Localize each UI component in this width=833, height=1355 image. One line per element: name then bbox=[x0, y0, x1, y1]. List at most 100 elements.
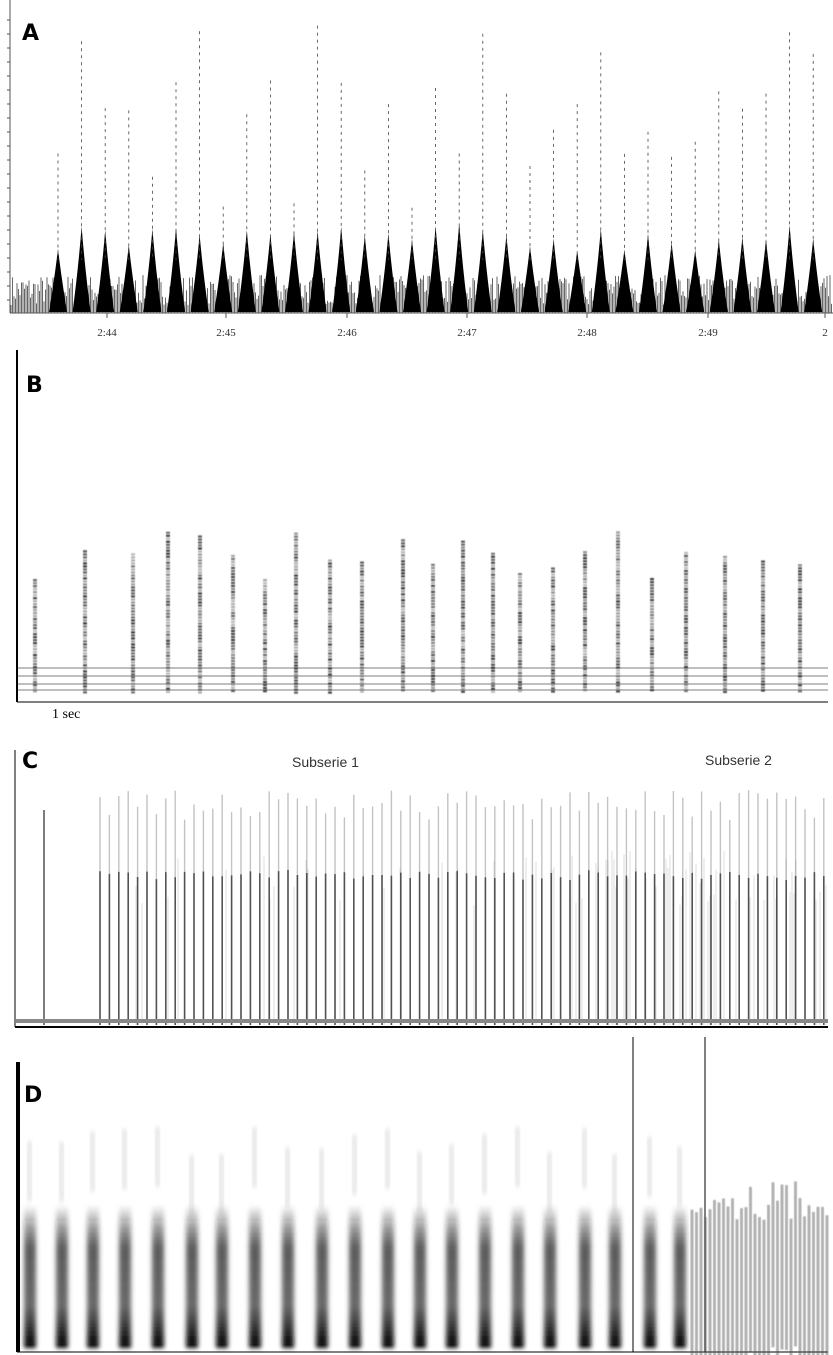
pulse-seg bbox=[294, 610, 298, 613]
pulse-seg bbox=[198, 583, 202, 586]
pulse-seg bbox=[583, 590, 587, 593]
pulse-seg bbox=[616, 678, 620, 681]
scale-label: 1 sec bbox=[52, 707, 80, 722]
pulse-seg bbox=[431, 563, 435, 567]
pulse-seg bbox=[461, 690, 465, 693]
pulse bbox=[690, 1209, 694, 1355]
pulse-seg bbox=[360, 564, 364, 567]
pulse-harmonic bbox=[386, 1128, 389, 1189]
pulse-harmonic bbox=[450, 1144, 453, 1205]
pulse-seg bbox=[166, 582, 170, 585]
pulse-seg bbox=[131, 676, 135, 679]
pulse-seg bbox=[461, 663, 465, 666]
pulse-seg bbox=[616, 651, 620, 654]
pulse-seg bbox=[328, 586, 332, 589]
pulse-seg bbox=[431, 683, 435, 687]
pulse-seg bbox=[491, 666, 495, 669]
pulse-seg bbox=[761, 590, 765, 593]
pulse-seg bbox=[551, 669, 555, 672]
pulse-seg bbox=[294, 541, 298, 544]
pulse-seg bbox=[431, 674, 435, 678]
pulse-seg bbox=[723, 582, 727, 586]
pulse-seg bbox=[401, 626, 405, 629]
pulse bbox=[237, 229, 256, 312]
pulse-seg bbox=[551, 651, 555, 654]
pulse-seg bbox=[723, 606, 727, 610]
pulse-seg bbox=[461, 543, 465, 546]
pulse bbox=[650, 578, 654, 692]
pulse-seg bbox=[616, 537, 620, 540]
pulse-seg bbox=[83, 652, 87, 655]
pulse-seg bbox=[461, 555, 465, 558]
pulse-seg bbox=[616, 591, 620, 594]
pulse-seg bbox=[328, 574, 332, 577]
pulse-seg bbox=[360, 618, 364, 621]
pulse-seg bbox=[650, 656, 654, 659]
pulse-seg bbox=[360, 585, 364, 588]
pulse-seg bbox=[684, 617, 688, 621]
pulse-seg bbox=[166, 681, 170, 684]
pulse bbox=[426, 226, 445, 312]
pulse-seg bbox=[798, 636, 802, 639]
pulse-seg bbox=[798, 672, 802, 675]
pulse bbox=[403, 238, 421, 312]
pulse-seg bbox=[33, 657, 37, 660]
pulse bbox=[56, 1205, 68, 1348]
pulse-harmonic bbox=[418, 1151, 421, 1212]
pulse-seg bbox=[166, 555, 170, 558]
pulse-seg bbox=[583, 557, 587, 560]
pulse-seg bbox=[461, 636, 465, 639]
pulse-seg bbox=[461, 573, 465, 576]
pulse-seg bbox=[684, 671, 688, 675]
pulse-seg bbox=[761, 632, 765, 635]
pulse-seg bbox=[83, 571, 87, 574]
pulse-seg bbox=[198, 559, 202, 562]
pulse-harmonic bbox=[648, 1136, 651, 1197]
pulse-seg bbox=[231, 665, 235, 669]
pulse-seg bbox=[723, 681, 727, 685]
pulse-seg bbox=[723, 564, 727, 568]
pulse-seg bbox=[33, 681, 37, 684]
pulse-seg bbox=[166, 678, 170, 681]
pulse-seg bbox=[650, 608, 654, 611]
pulse-seg bbox=[166, 540, 170, 543]
pulse-seg bbox=[360, 615, 364, 618]
pulse-seg bbox=[83, 610, 87, 613]
pulse-seg bbox=[551, 597, 555, 600]
pulse-seg bbox=[401, 563, 405, 566]
pulse-seg bbox=[461, 624, 465, 627]
pulse-seg bbox=[166, 567, 170, 570]
pulse-seg bbox=[761, 623, 765, 626]
pulse-seg bbox=[798, 621, 802, 624]
pulse-seg bbox=[723, 615, 727, 619]
pulse-seg bbox=[83, 667, 87, 670]
pulse-seg bbox=[401, 602, 405, 605]
pulse-seg bbox=[761, 605, 765, 608]
pulse-seg bbox=[551, 645, 555, 648]
pulse-seg bbox=[431, 635, 435, 639]
pulse-seg bbox=[328, 568, 332, 571]
pulse-seg bbox=[583, 617, 587, 620]
pulse-seg bbox=[684, 635, 688, 639]
pulse-seg bbox=[616, 663, 620, 666]
pulse-seg bbox=[263, 666, 267, 669]
pulse-seg bbox=[583, 665, 587, 668]
pulse-seg bbox=[616, 633, 620, 636]
pulse-seg bbox=[294, 583, 298, 586]
pulse-seg bbox=[798, 606, 802, 609]
pulse-seg bbox=[431, 629, 435, 633]
pulse-seg bbox=[401, 581, 405, 584]
pulse bbox=[72, 226, 91, 312]
pulse-seg bbox=[198, 613, 202, 616]
pulse-seg bbox=[616, 648, 620, 651]
pulse-seg bbox=[360, 624, 364, 627]
pulse-seg bbox=[401, 641, 405, 644]
pulse-seg bbox=[431, 677, 435, 681]
pulse-seg bbox=[583, 653, 587, 656]
pulse-seg bbox=[551, 657, 555, 660]
pulse-seg bbox=[583, 689, 587, 692]
pulse-seg bbox=[461, 591, 465, 594]
pulse-seg bbox=[650, 650, 654, 653]
pulse-seg bbox=[328, 634, 332, 637]
pulse-seg bbox=[294, 565, 298, 568]
